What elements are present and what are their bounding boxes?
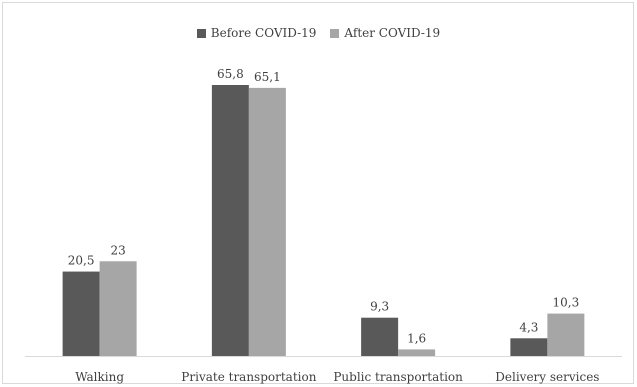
bar-after-0 (99, 261, 137, 356)
legend-swatch-before (196, 28, 206, 38)
data-label-after-0: 23 (110, 243, 125, 257)
data-label-before-0: 20,5 (68, 254, 95, 268)
data-label-before-1: 65,8 (217, 67, 244, 81)
bar-before-0 (62, 271, 100, 356)
x-tick-label-3: Delivery services (495, 370, 599, 384)
x-tick-label-0: Walking (75, 370, 124, 384)
legend-label-after: After COVID-19 (344, 26, 441, 40)
bar-before-3 (510, 338, 548, 356)
bar-after-2 (398, 349, 436, 356)
data-label-before-2: 9,3 (370, 300, 389, 314)
legend-label-before: Before COVID-19 (210, 26, 317, 40)
legend-item-after: After COVID-19 (330, 26, 440, 40)
x-tick-label-1: Private transportation (181, 370, 316, 384)
data-label-after-2: 1,6 (407, 331, 426, 345)
data-label-after-1: 65,1 (254, 70, 281, 84)
legend-swatch-after (330, 28, 340, 38)
bar-before-1 (211, 85, 249, 356)
data-label-after-3: 10,3 (553, 296, 580, 310)
bar-before-2 (361, 317, 399, 356)
bar-after-3 (547, 313, 585, 356)
x-tick-label-2: Public transportation (333, 370, 463, 384)
legend: Before COVID-19 After COVID-19 (0, 26, 637, 40)
bar-after-1 (248, 87, 286, 356)
data-label-before-3: 4,3 (519, 320, 538, 334)
legend-item-before: Before COVID-19 (196, 26, 317, 40)
